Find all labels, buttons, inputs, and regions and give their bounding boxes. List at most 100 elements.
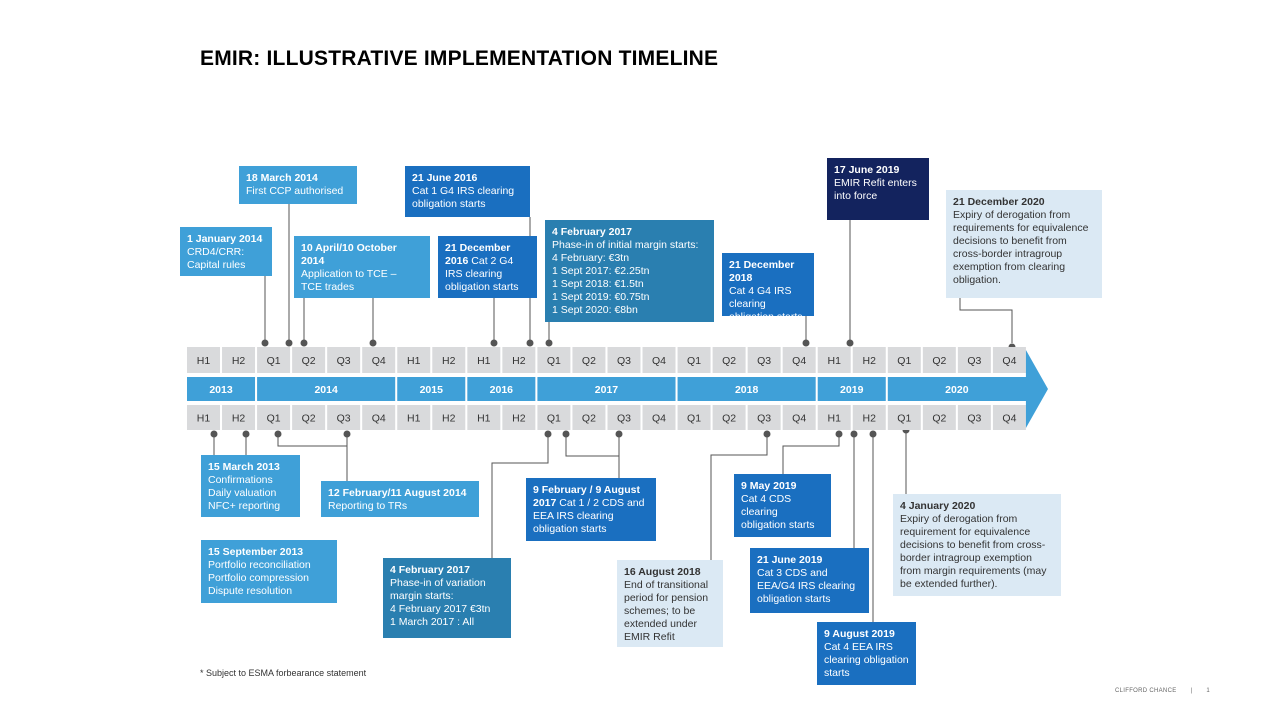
period-cell [222,347,256,373]
callout: 4 February 2017 Phase-in of initial margi… [545,220,714,322]
period-label: H2 [232,355,246,367]
period-cell [957,347,991,373]
period-label: Q4 [652,413,666,425]
callout-date: 4 February 2017 [552,226,632,238]
callout-date: 9 August 2019 [824,628,895,640]
period-cell [572,405,606,430]
footnote: * Subject to ESMA forbearance statement [200,668,367,678]
callout-date: 1 January 2014 [187,233,263,245]
callout: 9 August 2019 Cat 4 EEA IRS clearing obli… [817,622,916,685]
callout-date: 15 September 2013 [208,546,304,558]
callout-text: TCE trades [301,281,355,293]
callout-date: 21 December 2020 [953,196,1045,208]
year-label: 2018 [735,384,759,396]
callout-text: Cat 1 / 2 CDS and EEA IRS clearing oblig… [533,497,645,535]
callout: 9 May 2019 Cat 4 CDS clearing obligation … [734,474,831,537]
callout-text: Cat 4 G4 IRS clearing obligation starts [729,285,803,316]
year-arrow [887,350,1048,428]
period-label: H2 [442,413,456,425]
period-cell [817,347,851,373]
period-cell [467,405,501,430]
period-label: Q1 [687,413,701,425]
period-label: Q4 [792,355,806,367]
callout-text: Phase-in of initial margin starts: [552,239,699,251]
callout-date: 17 June 2019 [834,164,900,176]
period-cell [257,405,291,430]
period-cell [502,347,536,373]
period-label: Q4 [372,355,386,367]
period-label: Q3 [967,413,981,425]
period-cell [432,347,466,373]
period-cell [467,347,501,373]
period-label: H1 [828,413,842,425]
period-cell [397,347,431,373]
period-label: Q1 [897,413,911,425]
period-label: H2 [442,355,456,367]
period-label: H1 [477,355,491,367]
callout-text: First CCP authorised [246,185,344,197]
period-label: Q2 [932,355,946,367]
year-cell [257,377,396,401]
brand: CLIFFORD CHANCE [1115,688,1177,694]
period-cell [642,347,676,373]
period-label: Q2 [932,413,946,425]
callout: 21 June 2016 Cat 1 G4 IRS clearing obliga… [405,166,530,217]
period-label: Q3 [757,413,771,425]
callout-text: Cat 1 G4 IRS clearing obligation starts [412,185,515,210]
period-cell [292,347,326,373]
callout-date: 15 March 2013 [208,461,280,473]
callout-text: 1 Sept 2018: €1.5tn [552,278,644,290]
callout-text: 1 Sept 2017: €2.25tn [552,265,650,277]
callout-date: 9 February / 9 August 2017 [533,484,640,509]
callout-text: NFC+ reporting [208,500,281,512]
period-cell [327,347,361,373]
period-cell [222,405,256,430]
period-label: Q3 [617,413,631,425]
period-label: H1 [197,355,211,367]
callout-text: 4 February 2017 €3tn [390,603,491,615]
period-label: Q4 [652,355,666,367]
period-cell [537,347,571,373]
period-grid: H1 H1 H2 H2 2013 Q1 Q1 Q2 Q2 Q3 Q3 Q4 Q4 2014 H1 H1 H2 H2… [187,347,1048,430]
callout-text: Cat 4 CDS clearing obligation starts [741,493,815,531]
callout: 1 January 2014 CRD4/CRR: Capital rules [180,227,272,276]
period-label: H2 [232,413,246,425]
callout: 16 August 2018 End of transitional period… [617,560,723,647]
year-label: 2017 [595,384,619,396]
period-label: H1 [197,413,211,425]
callout-text: Cat 2 G4 IRS clearing obligation starts [445,255,519,293]
callout-text: End of transitional period for pension s… [624,579,709,643]
period-label: Q2 [302,413,316,425]
year-cell [397,377,466,401]
period-cell [537,405,571,430]
callout: 9 February / 9 August 2017 Cat 1 / 2 CDS… [526,478,656,541]
period-label: Q4 [792,413,806,425]
separator: | [1190,688,1193,694]
year-cell [677,377,816,401]
callout-text: Cat 3 CDS and EEA/G4 IRS clearing obliga… [757,567,856,605]
period-label: Q1 [547,355,561,367]
year-cell [537,377,676,401]
year-label: 2013 [209,384,233,396]
callout-text: Application to TCE – [301,268,397,280]
callout-text: Reporting to TRs [328,500,408,512]
connectors [213,204,1013,622]
year-cell [467,377,536,401]
period-cell [432,405,466,430]
period-label: Q1 [267,355,281,367]
callout-text: Portfolio compression [208,572,309,584]
callout: 4 February 2017 Phase-in of variation mar… [383,558,511,638]
callout: 4 January 2020 Expiry of derogation from … [893,494,1061,596]
callout-date: 12 February/11 August 2014 [328,487,467,499]
callout: 15 March 2013 Confirmations Daily valuatio… [201,455,300,517]
period-cell [992,347,1026,373]
callout-text: 4 February: €3tn [552,252,630,264]
period-label: Q2 [722,413,736,425]
period-cell [782,347,816,373]
callout-text: CRD4/CRR: [187,246,245,258]
period-label: Q3 [617,355,631,367]
period-label: H2 [863,355,877,367]
period-label: Q2 [302,355,316,367]
period-cell [747,347,781,373]
period-cell [957,405,991,430]
